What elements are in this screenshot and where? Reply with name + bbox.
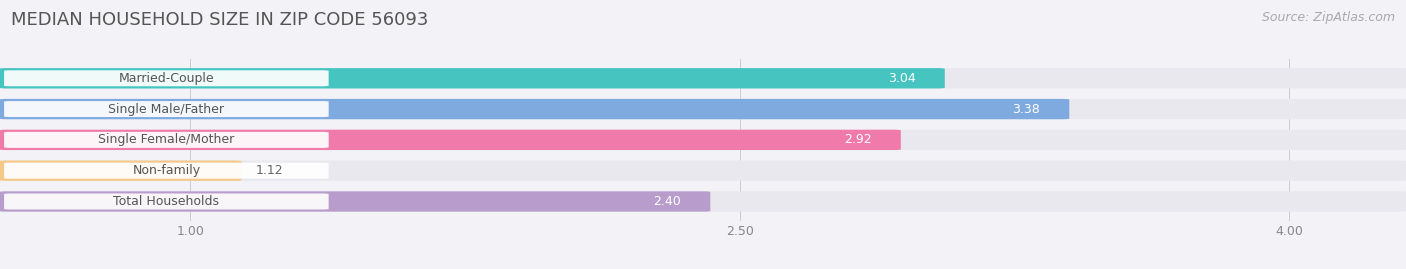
FancyBboxPatch shape: [0, 161, 242, 181]
FancyBboxPatch shape: [0, 68, 1406, 89]
FancyBboxPatch shape: [0, 130, 901, 150]
FancyBboxPatch shape: [0, 161, 1406, 181]
Text: Single Female/Mother: Single Female/Mother: [98, 133, 235, 146]
Text: Single Male/Father: Single Male/Father: [108, 102, 225, 116]
FancyBboxPatch shape: [4, 163, 329, 179]
FancyBboxPatch shape: [4, 193, 329, 210]
Text: 1.12: 1.12: [256, 164, 284, 177]
Text: 3.38: 3.38: [1012, 102, 1040, 116]
FancyBboxPatch shape: [0, 68, 945, 89]
Text: MEDIAN HOUSEHOLD SIZE IN ZIP CODE 56093: MEDIAN HOUSEHOLD SIZE IN ZIP CODE 56093: [11, 11, 429, 29]
FancyBboxPatch shape: [4, 132, 329, 148]
Text: 3.04: 3.04: [887, 72, 915, 85]
Text: 2.40: 2.40: [654, 195, 681, 208]
Text: Non-family: Non-family: [132, 164, 201, 177]
Text: Married-Couple: Married-Couple: [118, 72, 214, 85]
Text: 2.92: 2.92: [844, 133, 872, 146]
Text: Source: ZipAtlas.com: Source: ZipAtlas.com: [1261, 11, 1395, 24]
FancyBboxPatch shape: [0, 191, 1406, 212]
FancyBboxPatch shape: [4, 70, 329, 86]
FancyBboxPatch shape: [4, 101, 329, 117]
Text: Total Households: Total Households: [114, 195, 219, 208]
FancyBboxPatch shape: [0, 130, 1406, 150]
FancyBboxPatch shape: [0, 99, 1406, 119]
FancyBboxPatch shape: [0, 99, 1070, 119]
FancyBboxPatch shape: [0, 191, 710, 212]
